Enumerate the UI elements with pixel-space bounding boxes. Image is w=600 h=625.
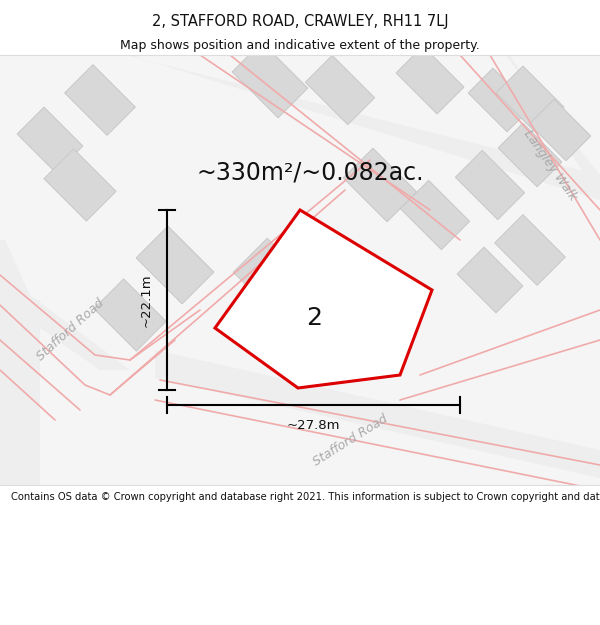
Polygon shape xyxy=(215,210,432,388)
Polygon shape xyxy=(529,99,591,161)
Polygon shape xyxy=(0,300,40,485)
Polygon shape xyxy=(496,66,564,134)
Text: Stafford Road: Stafford Road xyxy=(34,297,106,363)
Polygon shape xyxy=(94,279,166,351)
Polygon shape xyxy=(457,247,523,313)
Polygon shape xyxy=(17,107,83,173)
Polygon shape xyxy=(65,64,136,136)
Polygon shape xyxy=(233,238,317,322)
Polygon shape xyxy=(155,350,600,478)
Text: Contains OS data © Crown copyright and database right 2021. This information is : Contains OS data © Crown copyright and d… xyxy=(11,492,600,502)
Polygon shape xyxy=(400,181,470,249)
Text: ~22.1m: ~22.1m xyxy=(140,273,153,327)
Text: Map shows position and indicative extent of the property.: Map shows position and indicative extent… xyxy=(120,39,480,51)
Polygon shape xyxy=(44,149,116,221)
Text: ~330m²/~0.082ac.: ~330m²/~0.082ac. xyxy=(196,161,424,185)
Polygon shape xyxy=(136,226,214,304)
Polygon shape xyxy=(396,46,464,114)
Text: 2, STAFFORD ROAD, CRAWLEY, RH11 7LJ: 2, STAFFORD ROAD, CRAWLEY, RH11 7LJ xyxy=(152,14,448,29)
Polygon shape xyxy=(343,148,417,222)
Polygon shape xyxy=(494,214,565,286)
Polygon shape xyxy=(0,240,130,370)
Polygon shape xyxy=(232,42,308,118)
Polygon shape xyxy=(450,55,600,200)
Text: ~27.8m: ~27.8m xyxy=(287,419,340,432)
Polygon shape xyxy=(498,123,562,187)
Polygon shape xyxy=(468,68,532,132)
Polygon shape xyxy=(100,55,600,200)
Text: Langley Walk: Langley Walk xyxy=(521,127,579,202)
Polygon shape xyxy=(305,56,374,124)
Polygon shape xyxy=(455,151,524,219)
Text: Stafford Road: Stafford Road xyxy=(310,412,389,468)
Text: 2: 2 xyxy=(306,306,322,330)
